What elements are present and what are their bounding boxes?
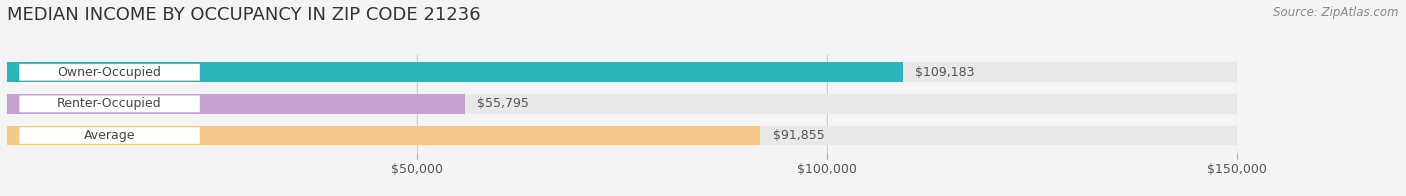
FancyBboxPatch shape xyxy=(20,95,200,112)
Text: Average: Average xyxy=(84,129,135,142)
Bar xyxy=(7,63,1237,82)
Bar xyxy=(7,63,903,82)
Bar xyxy=(7,94,464,114)
Text: MEDIAN INCOME BY OCCUPANCY IN ZIP CODE 21236: MEDIAN INCOME BY OCCUPANCY IN ZIP CODE 2… xyxy=(7,6,481,24)
Text: Source: ZipAtlas.com: Source: ZipAtlas.com xyxy=(1274,6,1399,19)
Text: $109,183: $109,183 xyxy=(915,66,974,79)
Bar xyxy=(7,126,1237,145)
Text: Renter-Occupied: Renter-Occupied xyxy=(58,97,162,110)
Text: $55,795: $55,795 xyxy=(477,97,529,110)
Text: Owner-Occupied: Owner-Occupied xyxy=(58,66,162,79)
Bar xyxy=(7,94,1237,114)
FancyBboxPatch shape xyxy=(20,127,200,144)
FancyBboxPatch shape xyxy=(20,64,200,81)
Bar xyxy=(7,126,761,145)
Text: $91,855: $91,855 xyxy=(773,129,824,142)
